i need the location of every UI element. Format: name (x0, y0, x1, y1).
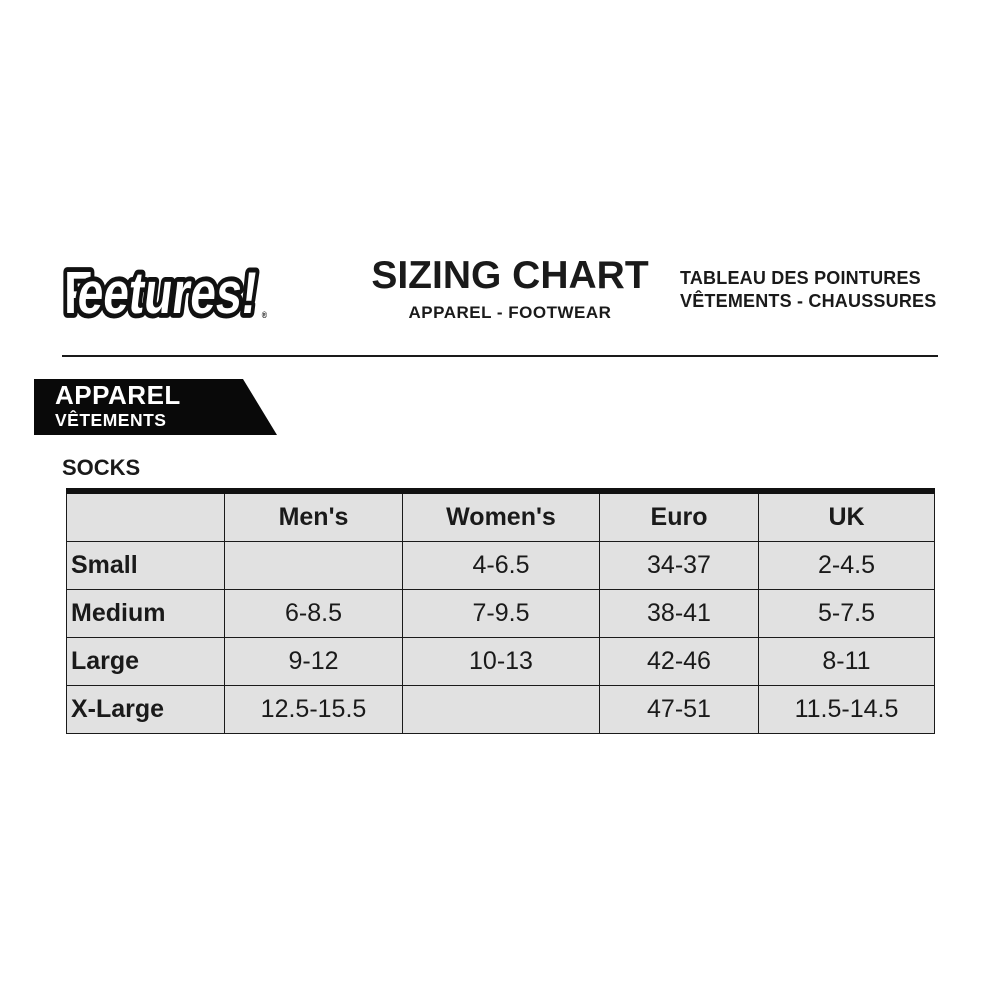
svg-text:eetures!: eetures! (74, 261, 261, 326)
svg-text:®: ® (262, 310, 267, 320)
